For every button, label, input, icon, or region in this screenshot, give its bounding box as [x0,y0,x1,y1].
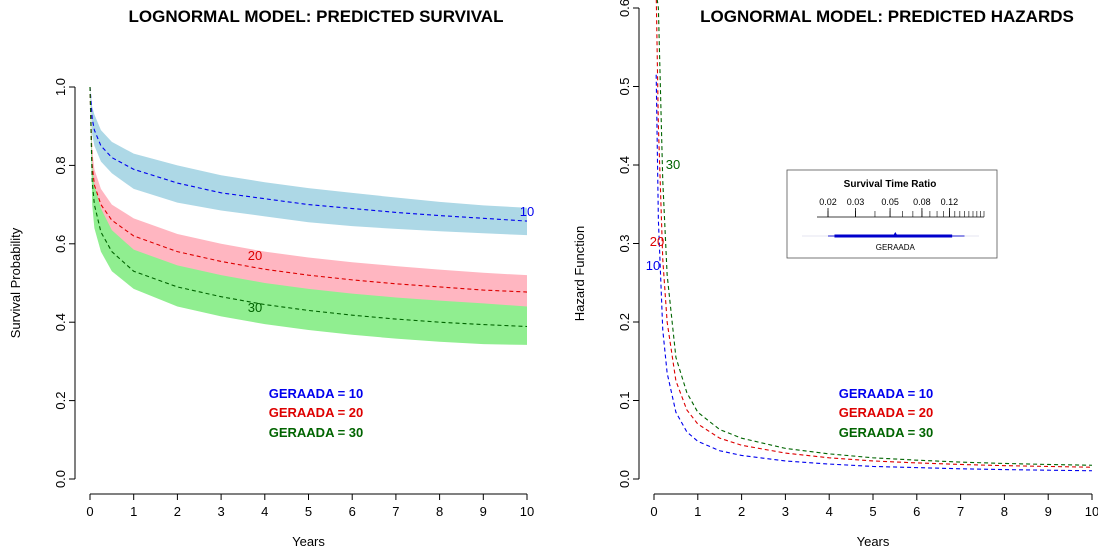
inset-tick-label: 0.02 [819,197,837,207]
confidence-band-20 [90,87,527,309]
x-tick-label: 2 [174,504,181,519]
inset-title: Survival Time Ratio [844,179,937,190]
x-tick-label: 4 [261,504,268,519]
series-line-30 [89,86,528,328]
legend-entry: GERAADA = 20 [269,405,364,420]
chart-title: LOGNORMAL MODEL: PREDICTED SURVIVAL [129,7,504,26]
inset-point-estimate [892,232,899,237]
inset-tick-label: 0.12 [941,197,959,207]
y-axis-label: Survival Probability [8,227,23,338]
y-tick-label: 0.2 [53,392,68,410]
x-tick-label: 5 [305,504,312,519]
x-tick-label: 7 [392,504,399,519]
y-tick-label: 0.8 [53,156,68,174]
plot-area [655,0,1093,472]
y-tick-label: 0.0 [617,470,632,488]
series-line-20 [655,0,1093,468]
curve-label: 10 [646,258,660,273]
x-axis-label: Years [857,534,890,549]
plot-area [89,86,528,345]
inset-frame [786,169,998,259]
x-tick-label: 0 [650,504,657,519]
x-tick-label: 6 [913,504,920,519]
series-line-30 [656,0,1093,466]
legend-entry: GERAADA = 30 [839,425,934,440]
inset-tick-label: 0.05 [881,197,899,207]
inset-tick-label: 0.03 [847,197,865,207]
legend-entry: GERAADA = 10 [269,386,364,401]
y-tick-label: 0.6 [53,235,68,253]
x-tick-label: 1 [130,504,137,519]
x-tick-label: 8 [436,504,443,519]
series-line-20 [89,86,528,293]
y-tick-label: 0.4 [617,156,632,174]
chart-title: LOGNORMAL MODEL: PREDICTED HAZARDS [700,7,1074,26]
legend-entry: GERAADA = 30 [269,425,364,440]
y-tick-label: 0.1 [617,391,632,409]
y-tick-label: 0.2 [617,313,632,331]
chart-panel-1: LOGNORMAL MODEL: PREDICTED SURVIVAL 0 1 2 3 4… [8,7,534,549]
x-tick-label: 9 [480,504,487,519]
x-tick-label: 7 [957,504,964,519]
x-tick-label: 3 [217,504,224,519]
series-line-10 [89,86,528,222]
x-tick-label: 6 [349,504,356,519]
x-tick-label: 0 [86,504,93,519]
y-tick-label: 0.0 [53,470,68,488]
chart-panel-2: LOGNORMAL MODEL: PREDICTED HAZARDS 0 1 2 3 4 5… [572,0,1098,549]
inset-variable-label: GERAADA [876,243,916,252]
x-tick-label: 1 [694,504,701,519]
confidence-band-30 [90,87,527,345]
y-tick-label: 0.5 [617,77,632,95]
series-line-10 [655,74,1093,472]
y-axis-label: Hazard Function [572,226,587,321]
survival-time-ratio-inset: Survival Time Ratio 0.02 0.03 0.05 0.08 0.12 G… [786,169,998,259]
x-axis-label: Years [292,534,325,549]
legend-entry: GERAADA = 20 [839,405,934,420]
x-tick-label: 9 [1045,504,1052,519]
curve-label: 10 [520,204,534,219]
y-tick-label: 0.3 [617,234,632,252]
x-tick-label: 10 [1085,504,1098,519]
curve-label: 30 [248,300,262,315]
inset-tick-label: 0.08 [913,197,931,207]
curve-label: 20 [248,248,262,263]
x-tick-label: 8 [1001,504,1008,519]
curve-label: 30 [666,157,680,172]
x-tick-label: 4 [826,504,833,519]
x-tick-label: 2 [738,504,745,519]
y-tick-label: 0.4 [53,313,68,331]
legend-entry: GERAADA = 10 [839,386,934,401]
x-tick-label: 3 [782,504,789,519]
y-tick-label: 1.0 [53,78,68,96]
y-tick-label: 0.6 [617,0,632,17]
x-tick-label: 10 [520,504,534,519]
x-tick-label: 5 [869,504,876,519]
curve-label: 20 [650,234,664,249]
confidence-band-10 [90,87,527,236]
